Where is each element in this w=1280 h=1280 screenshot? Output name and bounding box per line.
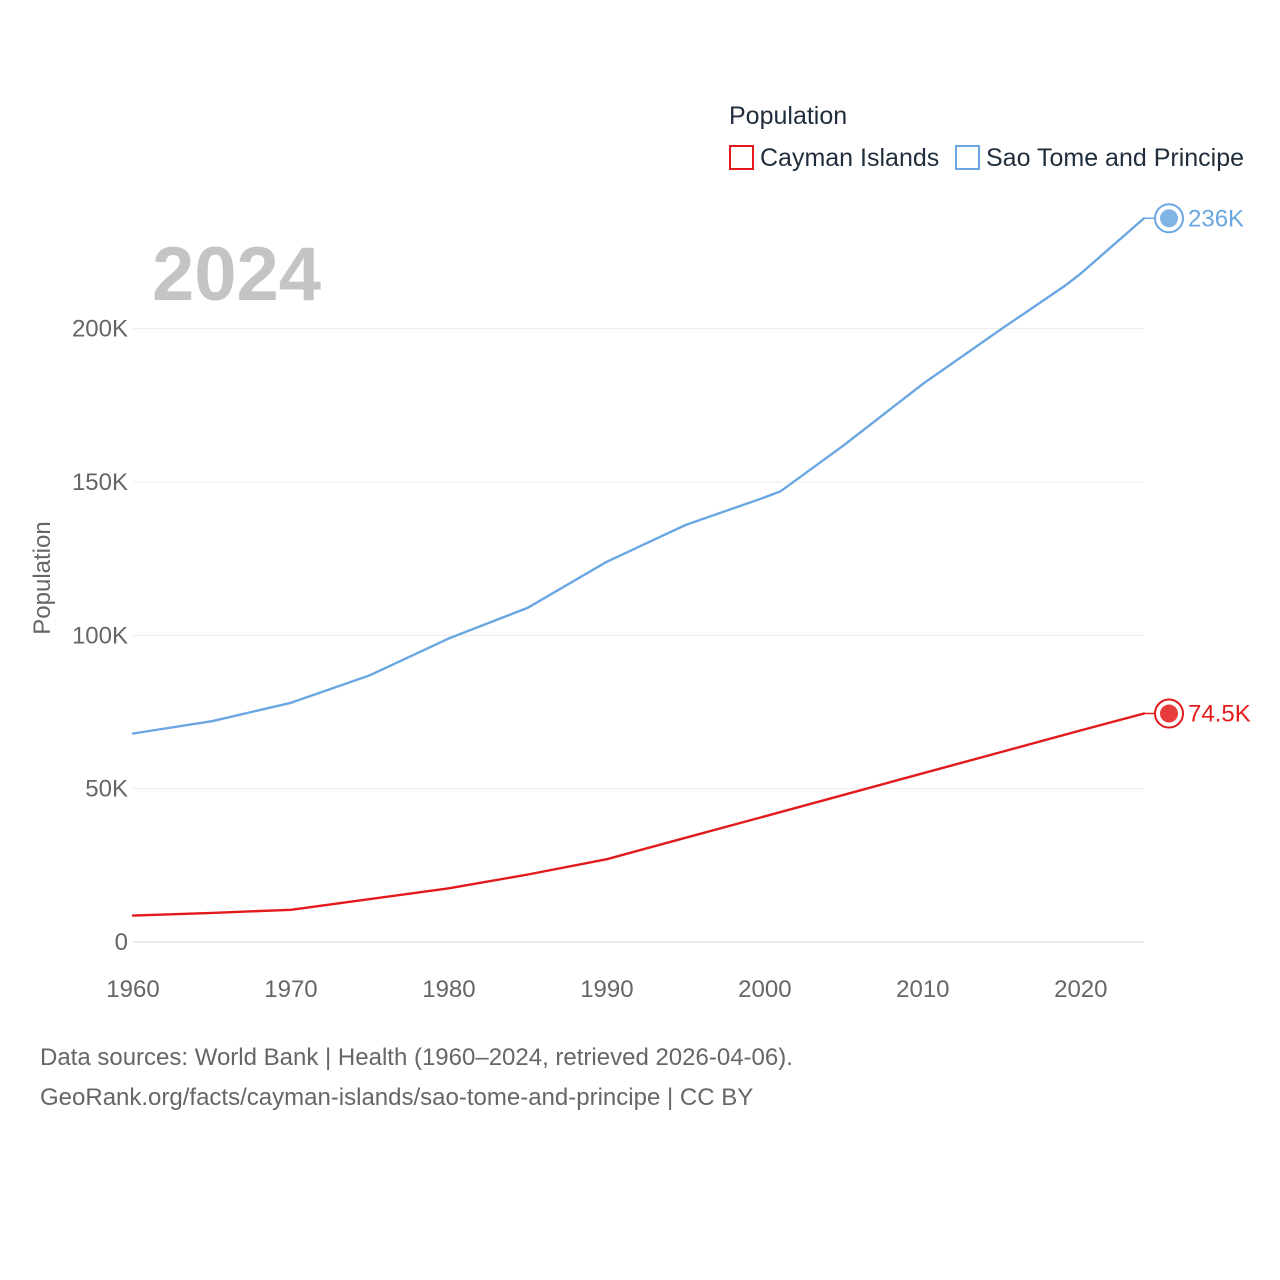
legend-swatch-sao-tome-and-principe (955, 145, 980, 170)
x-tick-label: 1960 (106, 976, 159, 1003)
legend-item-sao-tome-and-principe[interactable]: Sao Tome and Principe (955, 144, 1244, 172)
end-value-label: 236K (1188, 205, 1244, 232)
x-tick-label: 2000 (738, 976, 791, 1003)
legend: Population Cayman Islands Sao Tome and P… (729, 102, 1244, 172)
end-value-label: 74.5K (1188, 701, 1251, 728)
x-axis-ticks: 1960 1970 1980 1990 2000 2010 2020 (106, 976, 1107, 1003)
year-watermark: 2024 (152, 232, 321, 317)
legend-label-cayman-islands: Cayman Islands (760, 144, 939, 172)
x-tick-label: 1970 (264, 976, 317, 1003)
legend-label-sao-tome-and-principe: Sao Tome and Principe (986, 144, 1244, 172)
y-tick-label: 200K (72, 316, 128, 343)
y-tick-label: 150K (72, 469, 128, 496)
flag-icon-fill (1160, 704, 1178, 723)
x-tick-label: 1990 (580, 976, 633, 1003)
x-tick-label: 2010 (896, 976, 949, 1003)
x-tick-label: 1980 (422, 976, 475, 1003)
legend-item-cayman-islands[interactable]: Cayman Islands (729, 144, 939, 172)
footer-credit: GeoRank.org/facts/cayman-islands/sao-tom… (40, 1084, 754, 1111)
y-tick-label: 0 (115, 929, 128, 956)
x-tick-label: 2020 (1054, 976, 1107, 1003)
series-line-sao-tome-and-principe[interactable] (131, 217, 1146, 735)
y-axis-title: Population (29, 521, 56, 634)
legend-title: Population (729, 102, 847, 130)
end-markers: 74.5K 236K (1144, 203, 1251, 729)
y-tick-label: 100K (72, 622, 128, 649)
grid-lines (133, 328, 1144, 943)
y-axis-ticks: 0 50K 100K 150K 200K (72, 316, 128, 956)
y-tick-label: 50K (85, 776, 128, 803)
flag-icon-fill (1160, 209, 1178, 228)
series-line-cayman-islands[interactable] (131, 712, 1146, 917)
footer-sources: Data sources: World Bank | Health (1960–… (40, 1044, 793, 1071)
legend-swatch-cayman-islands (729, 145, 754, 170)
series-lines (131, 217, 1146, 917)
